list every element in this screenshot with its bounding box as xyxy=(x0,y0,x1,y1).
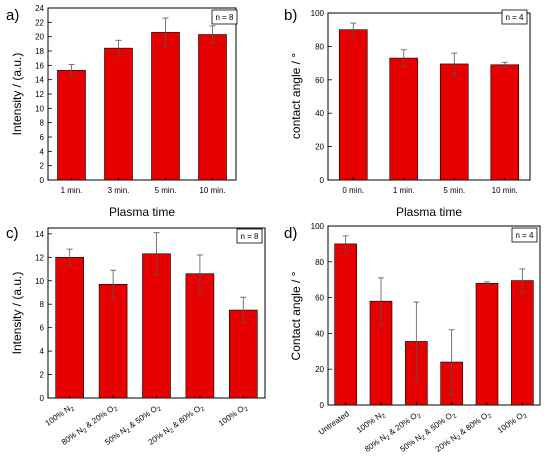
y-tick-label: 0 xyxy=(40,394,45,403)
bar xyxy=(475,282,499,406)
y-tick-label: 8 xyxy=(40,119,45,128)
n-label: n = 4 xyxy=(505,13,524,22)
y-tick-label: 18 xyxy=(35,47,44,56)
plot-frame xyxy=(327,12,531,181)
bar xyxy=(198,34,227,181)
x-tick-label: 100% O2​ xyxy=(217,402,250,430)
x-tick-label: 5 min. xyxy=(443,186,465,195)
panel-letter: c) xyxy=(6,225,19,242)
panel-letter: a) xyxy=(6,7,19,24)
y-axis-title: contact angle / ° xyxy=(289,53,303,139)
y-tick-label: 80 xyxy=(315,42,324,51)
n-box xyxy=(501,9,528,25)
y-tick-label: 40 xyxy=(315,329,324,338)
x-tick-label: 100% O2​ xyxy=(496,409,529,437)
y-tick-label: 2 xyxy=(40,162,45,171)
y-axis-title: Intensity / (a.u.) xyxy=(10,272,24,355)
y-tick-label: 20 xyxy=(315,143,324,152)
y-tick-label: 80 xyxy=(315,258,324,267)
x-tick-label: 5 min. xyxy=(155,186,177,195)
bar xyxy=(98,283,128,399)
bar xyxy=(142,253,171,399)
y-tick-label: 60 xyxy=(315,76,324,85)
y-tick-label: 22 xyxy=(35,18,44,27)
y-tick-label: 6 xyxy=(40,324,45,333)
x-tick-label: 10 min. xyxy=(492,186,518,195)
n-label: n = 8 xyxy=(240,232,259,241)
y-tick-label: 4 xyxy=(40,347,45,356)
x-tick-label: Untreated xyxy=(317,409,351,437)
y-tick-label: 12 xyxy=(35,253,44,262)
y-tick-label: 24 xyxy=(35,4,44,13)
n-label: n = 4 xyxy=(515,231,534,240)
y-tick-label: 100 xyxy=(311,9,325,18)
plot-frame xyxy=(327,225,541,406)
n-box xyxy=(511,227,538,243)
y-tick-label: 0 xyxy=(320,176,325,185)
bar xyxy=(104,47,133,181)
x-tick-label: 100% N2​ xyxy=(44,402,77,430)
bar xyxy=(338,29,368,181)
x-tick-label: 1 min. xyxy=(61,186,83,195)
y-tick-label: 4 xyxy=(40,147,45,156)
y-tick-label: 16 xyxy=(35,61,44,70)
bar xyxy=(389,57,419,181)
panel-letter: d) xyxy=(284,225,297,242)
y-axis-title: Intensity / (a.u.) xyxy=(10,53,24,136)
y-tick-label: 10 xyxy=(35,104,44,113)
y-tick-label: 20 xyxy=(35,33,44,42)
bar xyxy=(511,280,534,406)
x-tick-label: 10 min. xyxy=(199,186,225,195)
panel-letter: b) xyxy=(284,7,297,24)
y-tick-label: 8 xyxy=(40,300,45,309)
n-box xyxy=(211,9,238,25)
y-tick-label: 0 xyxy=(40,176,45,185)
bar xyxy=(55,257,85,399)
n-box xyxy=(236,228,263,244)
bar xyxy=(57,70,86,181)
bar xyxy=(439,63,469,181)
y-tick-label: 12 xyxy=(35,90,44,99)
bar xyxy=(151,32,180,181)
x-axis-title: Plasma time xyxy=(109,205,175,219)
x-tick-label: 0 min. xyxy=(342,186,364,195)
x-axis-title: Plasma time xyxy=(396,205,462,219)
x-tick-label: 1 min. xyxy=(393,186,415,195)
n-label: n = 8 xyxy=(215,13,234,22)
y-axis-title: Contact angle / ° xyxy=(289,271,303,360)
y-tick-label: 100 xyxy=(311,222,325,231)
y-tick-label: 2 xyxy=(40,371,45,380)
bar xyxy=(334,243,357,406)
y-tick-label: 6 xyxy=(40,133,45,142)
y-tick-label: 14 xyxy=(35,76,44,85)
y-tick-label: 40 xyxy=(315,109,324,118)
bar xyxy=(490,64,520,181)
y-tick-label: 0 xyxy=(320,401,325,410)
x-tick-label: 3 min. xyxy=(108,186,130,195)
y-tick-label: 60 xyxy=(315,294,324,303)
x-tick-label: 100% N2​ xyxy=(355,409,388,437)
bar xyxy=(185,273,215,399)
y-tick-label: 10 xyxy=(35,277,44,286)
panel-b: 0 20 40 60 80 100 0 min. 1 min. 5 min. 10 min. con… xyxy=(284,7,531,219)
y-tick-label: 14 xyxy=(35,230,44,239)
y-tick-label: 20 xyxy=(315,365,324,374)
